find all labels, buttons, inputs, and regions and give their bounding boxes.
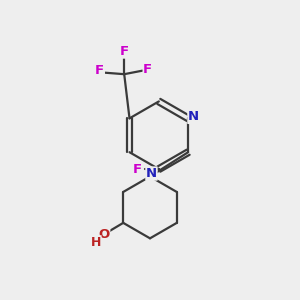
Text: F: F xyxy=(143,63,152,76)
Text: N: N xyxy=(146,167,157,180)
Text: N: N xyxy=(188,110,199,123)
Text: F: F xyxy=(95,64,104,77)
Text: F: F xyxy=(133,163,142,176)
Text: F: F xyxy=(120,45,129,58)
Text: O: O xyxy=(98,228,110,241)
Text: H: H xyxy=(91,236,101,249)
